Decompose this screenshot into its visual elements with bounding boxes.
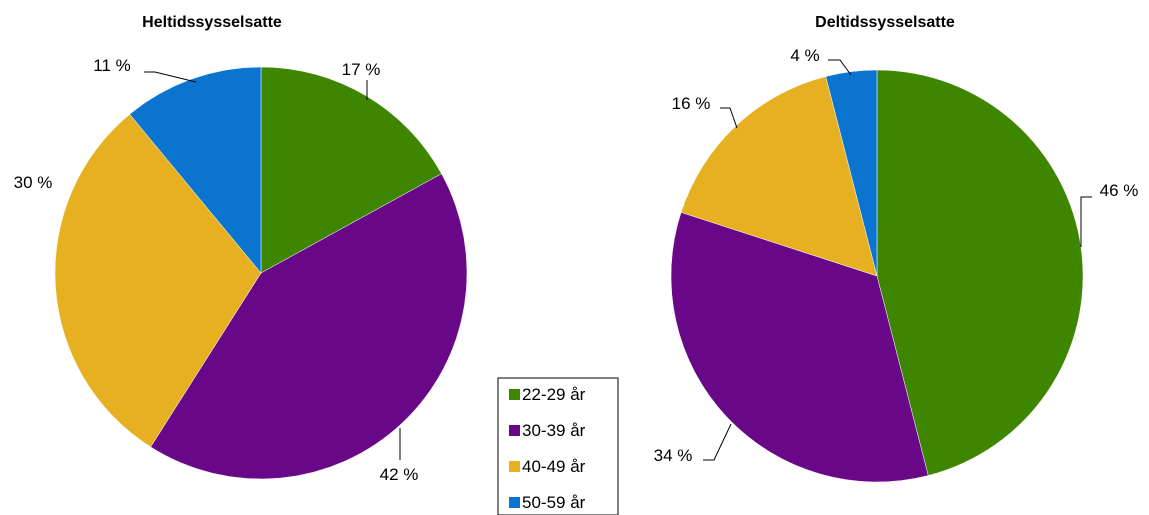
legend-label-50-59: 50-59 år [522, 493, 586, 512]
right-pie-leader-line [1081, 197, 1092, 247]
right-pie-data-label: 4 % [790, 46, 819, 65]
right-pie-data-label: 46 % [1100, 181, 1139, 200]
right-pie-data-label: 16 % [672, 94, 711, 113]
right-pie-leader-line [703, 424, 731, 460]
right-pie-data-label: 34 % [654, 446, 693, 465]
legend-label-40-49: 40-49 år [522, 457, 586, 476]
right-pie-title: Deltidssysselsatte [815, 14, 955, 31]
left-pie-data-label: 30 % [14, 173, 53, 192]
left-pie-data-label: 17 % [342, 60, 381, 79]
legend-swatch-22-29 [509, 389, 520, 400]
legend-swatch-30-39 [509, 425, 520, 436]
left-pie-data-label: 42 % [380, 465, 419, 484]
legend-label-30-39: 30-39 år [522, 421, 586, 440]
legend-swatch-40-49 [509, 461, 520, 472]
legend-label-22-29: 22-29 år [522, 385, 586, 404]
right-pie-leader-line [720, 108, 737, 128]
left-pie-title: Heltidssysselsatte [142, 14, 282, 31]
legend-swatch-50-59 [509, 497, 520, 508]
left-pie-data-label: 11 % [93, 56, 131, 75]
left-pie-leader-line [144, 72, 196, 82]
legend: 22-29 år 30-39 år 40-49 år 50-59 år [498, 378, 618, 515]
